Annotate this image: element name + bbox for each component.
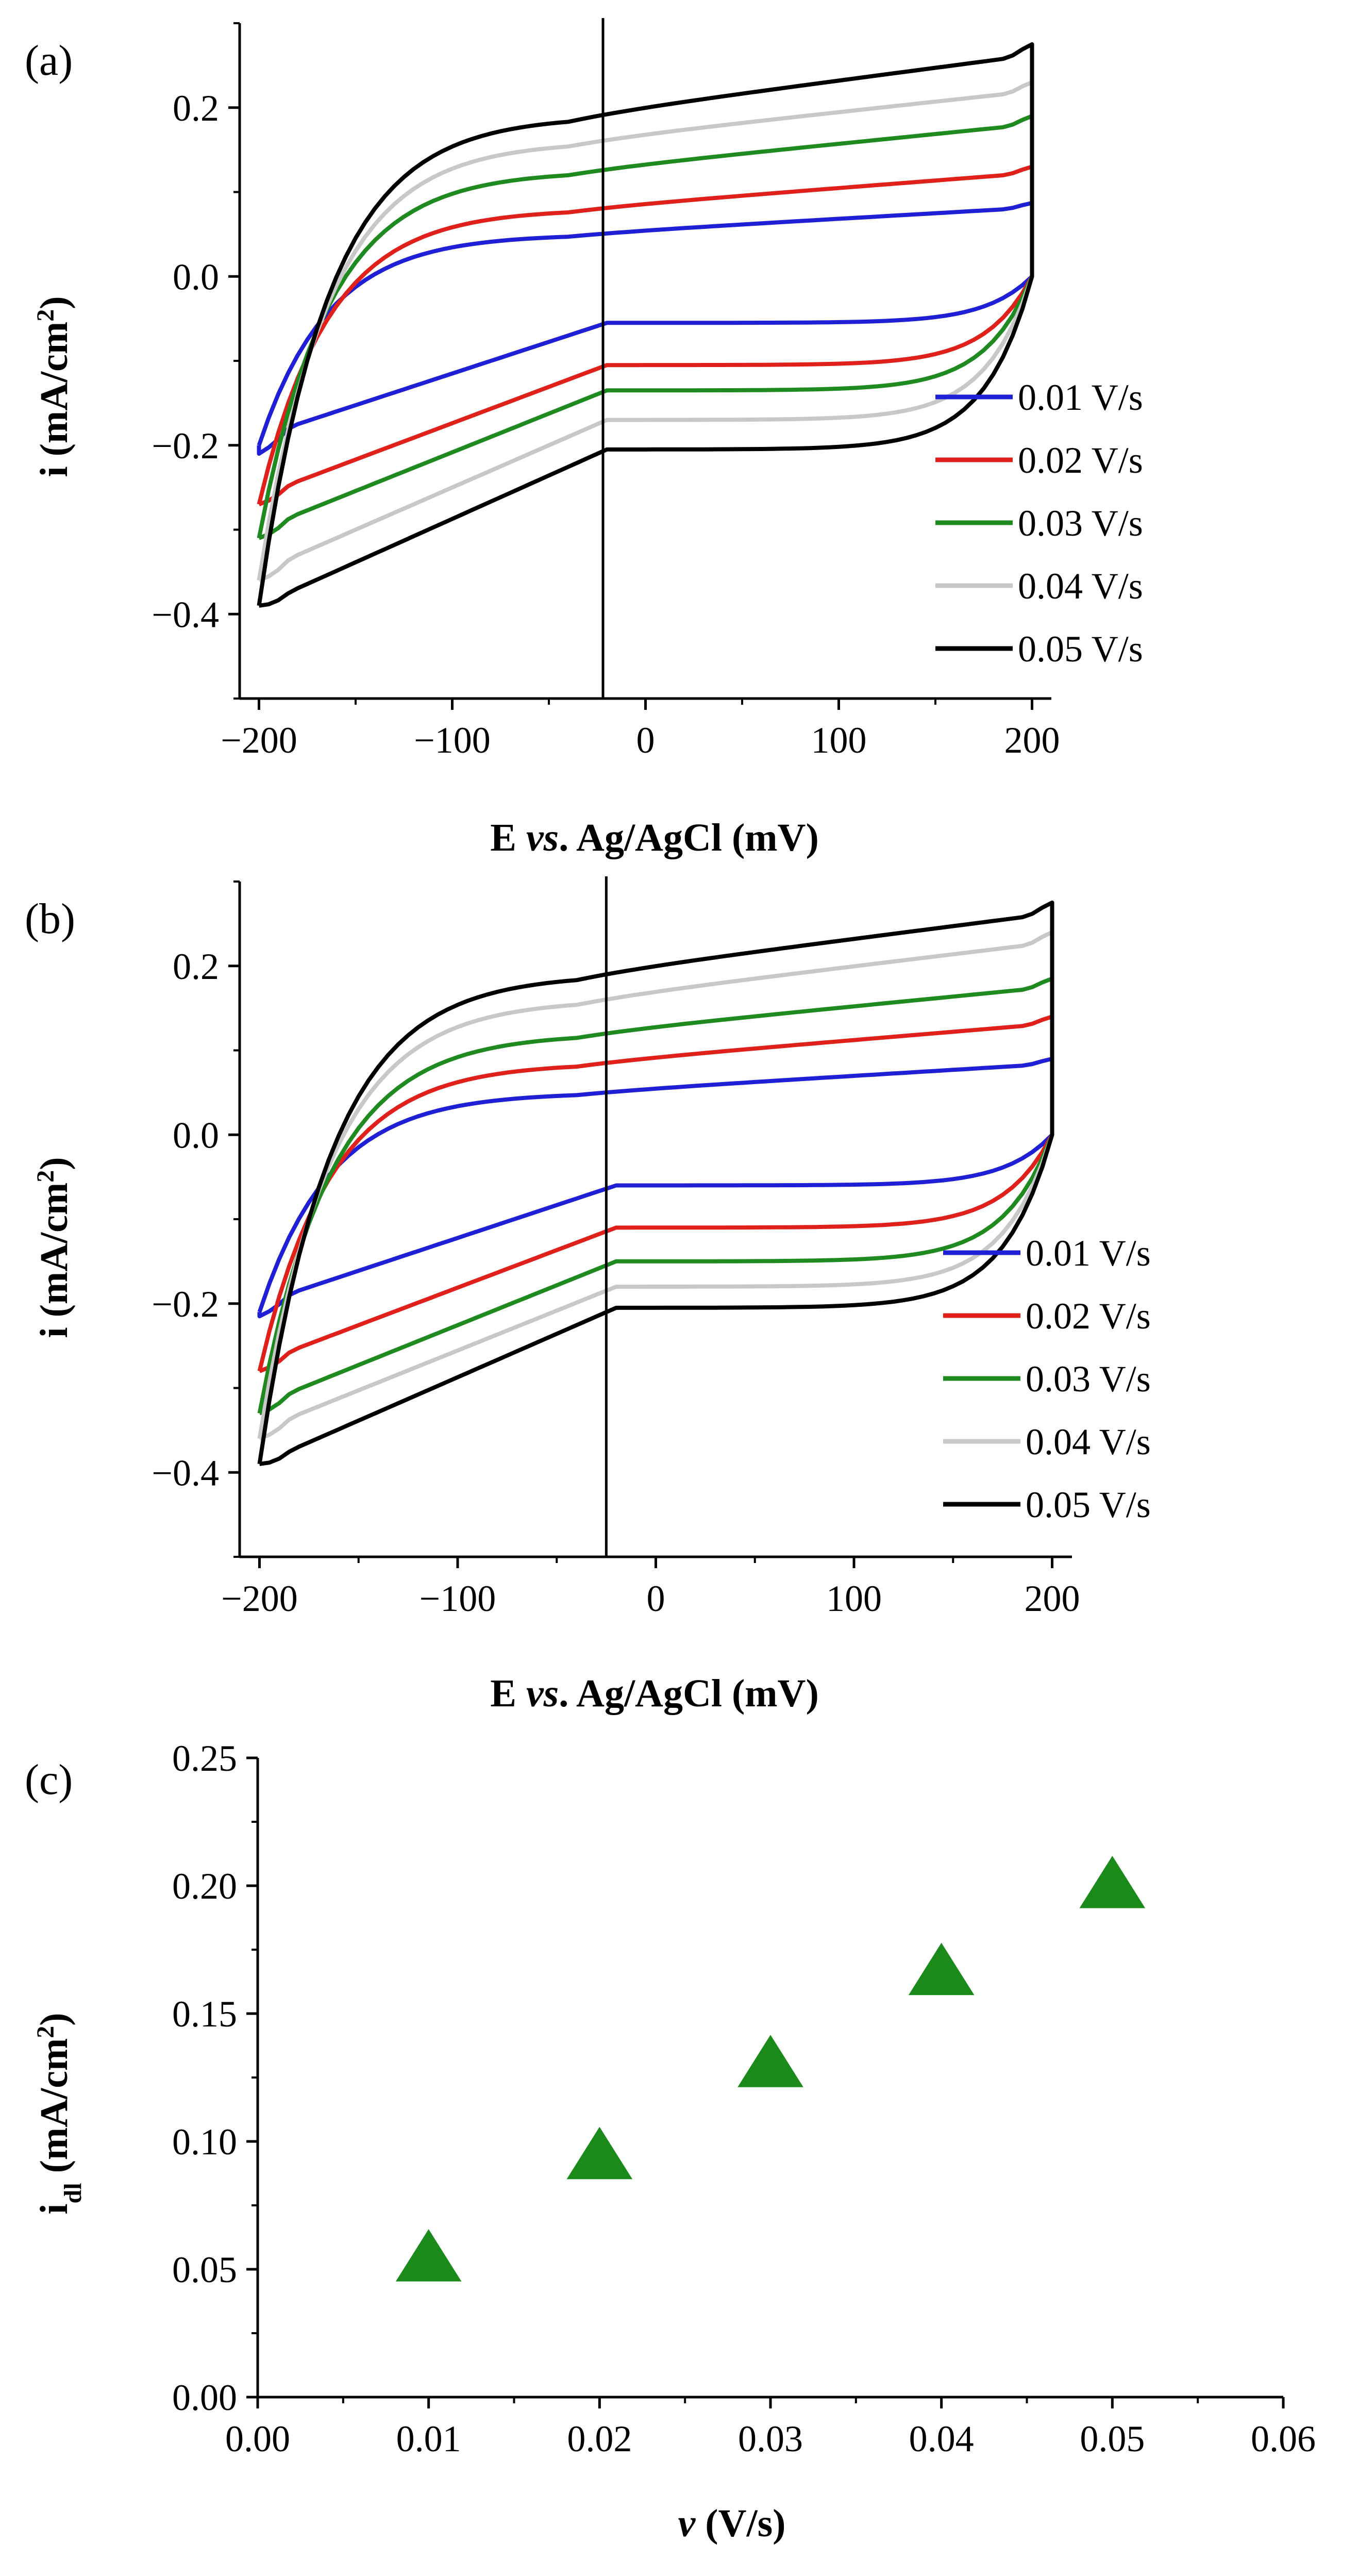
y-tick-label: 0.00 <box>172 2377 237 2418</box>
x-tick-label: −100 <box>420 1578 496 1619</box>
legend: 0.01 V/s 0.02 V/s 0.03 V/s 0.04 V/s 0.05 V/s <box>935 377 1143 670</box>
x-tick-label: 0 <box>636 720 655 761</box>
panel-a-plot-area: −200 −100 0 100 200−0.4−0.20.00.20.01 V/s0.0… <box>152 18 1143 761</box>
y-tick-label: −0.4 <box>152 594 219 635</box>
x-tick-label: −100 <box>414 720 491 761</box>
panel-b-y-axis-title: i (mA/cm2) <box>32 1157 76 1338</box>
panel-a-y-axis-title: i (mA/cm2) <box>32 296 76 477</box>
x-tick-label: −200 <box>221 1578 298 1619</box>
y-tick-label: 0.05 <box>172 2249 237 2290</box>
x-tick-label: 0.06 <box>1251 2418 1316 2459</box>
data-point-triangle <box>908 1942 975 1996</box>
y-tick-label: 0.2 <box>173 88 219 129</box>
legend-label: 0.04 V/s <box>1018 566 1143 607</box>
data-point-triangle <box>566 2126 633 2180</box>
x-tick-label: 0 <box>647 1578 665 1619</box>
y-tick-label: −0.2 <box>152 425 219 467</box>
panel-c-x-axis-title: v (V/s) <box>678 2502 786 2545</box>
x-tick-label: 200 <box>1004 720 1060 761</box>
legend-label: 0.02 V/s <box>1026 1295 1151 1337</box>
panel-c: (c) 0.00 0.01 0.02 0.03 0.04 0.05 0.06 0.00 0.05… <box>25 1738 1316 2545</box>
legend-label: 0.02 V/s <box>1018 440 1143 481</box>
y-tick-label: 0.15 <box>172 1993 237 2035</box>
legend-label: 0.05 V/s <box>1026 1484 1151 1525</box>
cv-loop-003 <box>257 976 1054 1416</box>
y-tick-label: 0.0 <box>173 1115 219 1156</box>
x-tick-label: 0.01 <box>396 2418 461 2459</box>
cv-loop-002 <box>257 164 1034 507</box>
y-tick-label: 0.25 <box>172 1738 237 1779</box>
y-tick-label: 0.20 <box>172 1866 237 1907</box>
legend: 0.01 V/s 0.02 V/s 0.03 V/s 0.04 V/s 0.05 V/s <box>943 1233 1151 1525</box>
x-tick-label: 0.05 <box>1080 2418 1145 2459</box>
cv-loop-003 <box>257 114 1034 540</box>
panel-c-label: (c) <box>25 1756 73 1804</box>
data-point-triangle <box>395 2229 462 2282</box>
cv-loop-004 <box>257 80 1034 583</box>
legend-label: 0.01 V/s <box>1018 377 1143 418</box>
panel-b-label: (b) <box>25 895 75 943</box>
x-tick-label: 100 <box>826 1578 882 1619</box>
panel-b-plot-area: −200 −100 0 100 200−0.4−0.20.00.20.01 V/s0.0… <box>152 876 1151 1619</box>
cv-loop-001 <box>257 1056 1054 1319</box>
y-tick-label: −0.4 <box>152 1452 219 1493</box>
cv-loop-005 <box>257 900 1054 1466</box>
cv-loop-005 <box>257 42 1034 608</box>
y-tick-label: 0.10 <box>172 2121 237 2163</box>
y-tick-label: 0.2 <box>173 946 219 987</box>
legend-label: 0.05 V/s <box>1018 628 1143 670</box>
x-tick-label: −200 <box>221 720 297 761</box>
y-tick-label: −0.2 <box>152 1284 219 1325</box>
panel-b-x-axis-title: E vs. Ag/AgCl (mV) <box>490 1672 819 1715</box>
legend-label: 0.01 V/s <box>1026 1233 1151 1274</box>
legend-label: 0.03 V/s <box>1026 1358 1151 1400</box>
x-tick-label: 0.04 <box>909 2418 974 2459</box>
panel-b: (b) −200 −100 0 100 200 −0.4 −0.2 0.0 0.2 0.01 V/… <box>25 876 1151 1715</box>
x-tick-label: 0.02 <box>567 2418 632 2459</box>
panel-a: (a) −200 −100 0 100 200 −0.4 −0.2 0.0 0.2 0.01 V/… <box>25 18 1143 859</box>
x-tick-label: 0.03 <box>738 2418 803 2459</box>
x-tick-label: 200 <box>1025 1578 1080 1619</box>
legend-label: 0.03 V/s <box>1018 503 1143 544</box>
panel-a-label: (a) <box>25 37 73 85</box>
x-tick-label: 0.00 <box>225 2418 290 2459</box>
x-tick-label: 100 <box>811 720 867 761</box>
data-point-triangle <box>1079 1856 1146 1908</box>
panel-a-x-axis-title: E vs. Ag/AgCl (mV) <box>490 816 819 859</box>
legend-label: 0.04 V/s <box>1026 1421 1151 1462</box>
panel-c-y-axis-title: idl (mA/cm2) <box>32 2013 87 2214</box>
y-tick-label: 0.0 <box>173 256 219 297</box>
data-point-triangle <box>737 2035 803 2087</box>
panel-c-plot-area: 0.00 0.01 0.02 0.03 0.04 0.05 0.06 0.00 0.05 0.10… <box>172 1738 1316 2459</box>
